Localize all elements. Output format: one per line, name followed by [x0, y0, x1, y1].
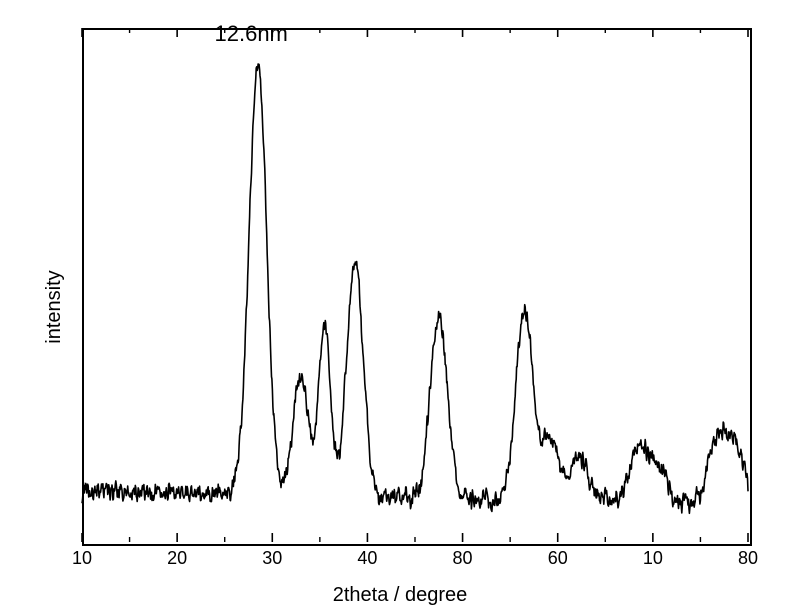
x-tick-label: 30 — [252, 548, 292, 569]
x-tick-label: 10 — [633, 548, 673, 569]
x-axis-label: 2theta / degree — [333, 584, 468, 607]
x-tick-label: 20 — [157, 548, 197, 569]
x-tick-label: 80 — [728, 548, 768, 569]
spectrum-line — [0, 0, 800, 613]
x-tick-label: 40 — [347, 548, 387, 569]
x-tick-label: 80 — [443, 548, 483, 569]
xrd-chart: intensity 2theta / degree 12.6nm 10 20 30 4… — [0, 0, 800, 613]
xrd-trace — [82, 64, 748, 513]
y-axis-label: intensity — [43, 270, 66, 343]
x-tick-label: 60 — [538, 548, 578, 569]
x-tick-label: 10 — [62, 548, 102, 569]
peak-annotation: 12.6nm — [215, 21, 288, 47]
